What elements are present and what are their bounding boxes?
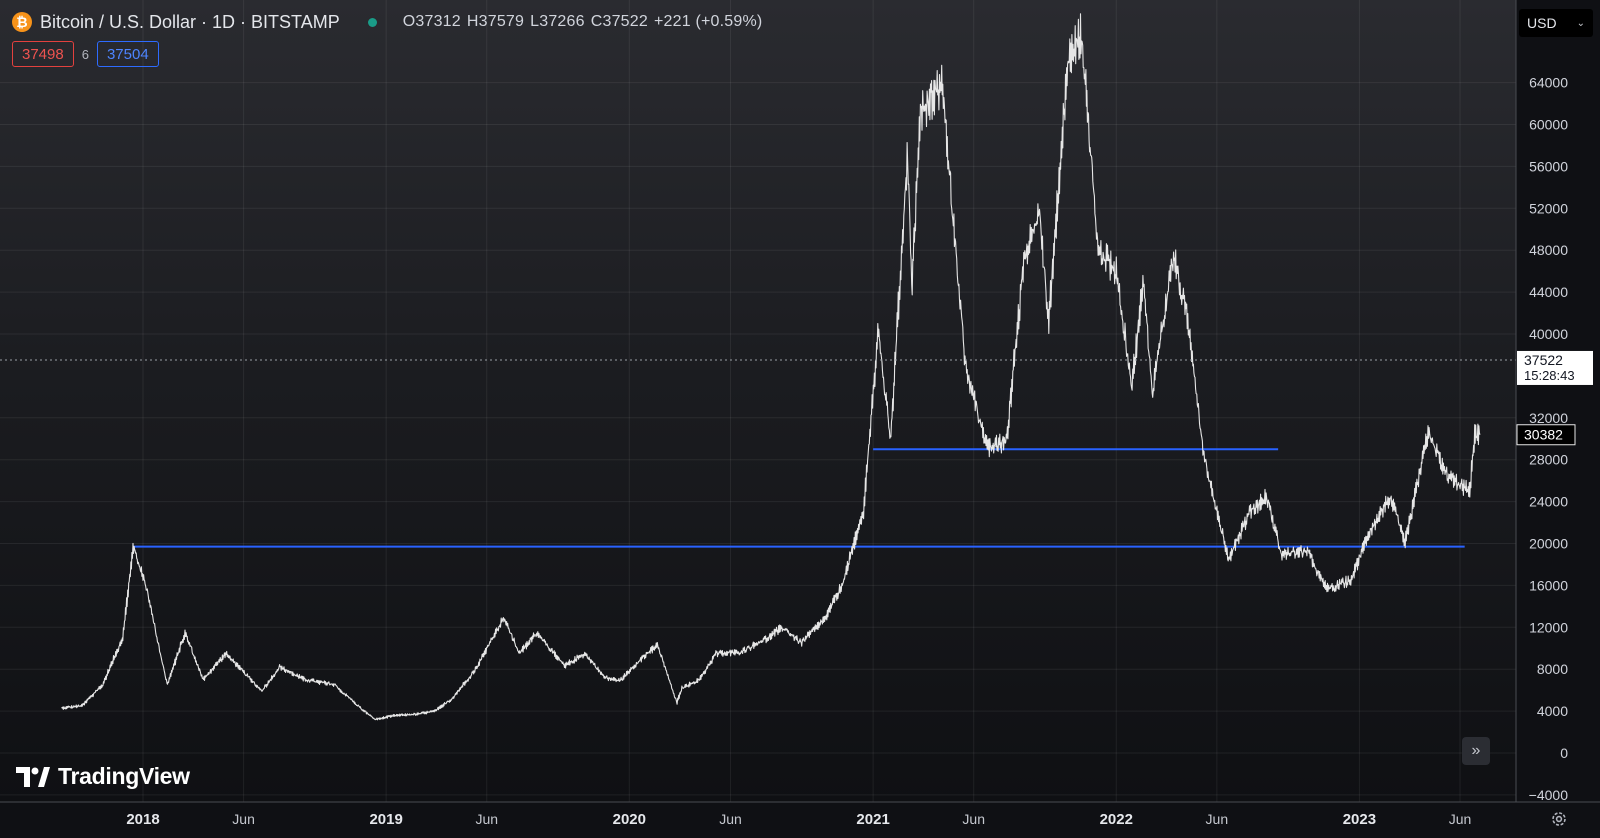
x-tick-label: 2022 [1100,811,1133,828]
y-tick-label: 32000 [1529,410,1568,426]
price-axis[interactable]: 6400060000560005200048000440004000032000… [1515,0,1600,838]
last-price-badge [1516,424,1576,446]
y-tick-label: 12000 [1529,619,1568,635]
price-series [61,13,1481,721]
x-tick-label: Jun [719,811,742,827]
chart-legend: ₿ Bitcoin / U.S. Dollar · 1D · BITSTAMP … [12,10,768,34]
y-tick-label: 16000 [1529,577,1568,593]
y-tick-label: 60000 [1529,117,1568,133]
spread-value: 6 [81,46,89,62]
ohlc-high: H37579 [466,13,525,30]
buy-button[interactable]: 37504 [96,41,159,67]
y-tick-label: 52000 [1529,200,1568,216]
brand-name: TradingView [58,763,190,789]
grid [0,0,1516,802]
currency-select[interactable]: USD ⌄ [1519,9,1593,37]
y-tick-label: 48000 [1529,242,1568,258]
symbol-title[interactable]: Bitcoin / U.S. Dollar · 1D · BITSTAMP [40,11,340,32]
time-axis[interactable]: 2018 Jun 2019 Jun 2020 Jun 2021 Jun 2022 Jun 2023 J… [0,801,1600,838]
support-lines[interactable] [133,448,1465,548]
tradingview-logo[interactable]: TradingView [16,763,190,790]
y-tick-label: 40000 [1529,326,1568,342]
x-tick-label: 2021 [856,811,889,828]
ohlc-change: +221 (+0.59%) [653,13,763,30]
x-tick-label: Jun [1449,811,1472,827]
chevron-down-icon: ⌄ [1576,17,1585,29]
y-tick-label: 64000 [1529,75,1568,91]
bar-countdown: 15:28:43 [1524,368,1575,383]
x-tick-label: Jun [1206,811,1229,827]
y-tick-label: 4000 [1537,703,1568,719]
y-tick-label: 28000 [1529,452,1568,468]
y-tick-label: −4000 [1529,787,1569,803]
y-tick-label: 24000 [1529,494,1568,510]
market-status-icon [367,17,377,27]
y-tick-label: 8000 [1537,661,1568,677]
current-price-value: 37522 [1524,352,1563,368]
ohlc-close: C37522 [590,13,648,30]
time-axis-bg [0,802,1600,838]
x-tick-label: Jun [232,811,255,827]
double-chevron-right-icon: » [1471,742,1481,759]
x-tick-label: Jun [475,811,498,827]
price-line [61,13,1481,721]
currency-label: USD [1527,15,1557,31]
x-tick-label: 2020 [613,811,646,828]
price-axis-bg [1516,0,1600,838]
y-tick-label: 44000 [1529,284,1568,300]
x-tick-label: 2023 [1343,811,1376,828]
ohlc-open: O37312 [402,13,461,30]
y-tick-label: 0 [1560,745,1568,761]
y-tick-label: 20000 [1529,536,1568,552]
x-tick-label: 2019 [369,811,402,828]
scroll-to-realtime-button[interactable]: » [1462,737,1490,765]
gear-icon [1552,812,1566,826]
current-price-badge [1517,350,1593,385]
y-tick-label: 56000 [1529,158,1568,174]
x-tick-label: Jun [962,811,985,827]
trade-buttons: 37498 6 37504 [12,41,159,67]
tradingview-logo-icon [16,766,50,787]
sell-button[interactable]: 37498 [12,41,74,67]
ohlc-low: L37266 [530,13,585,30]
last-price-value: 30382 [1524,427,1563,443]
bitcoin-icon: ₿ [12,12,32,32]
settings-button[interactable] [1548,808,1570,830]
ohlc-values: O37312 H37579 L37266 C37522 +221 (+0.59%) [403,13,769,31]
x-tick-label: 2018 [126,811,159,828]
